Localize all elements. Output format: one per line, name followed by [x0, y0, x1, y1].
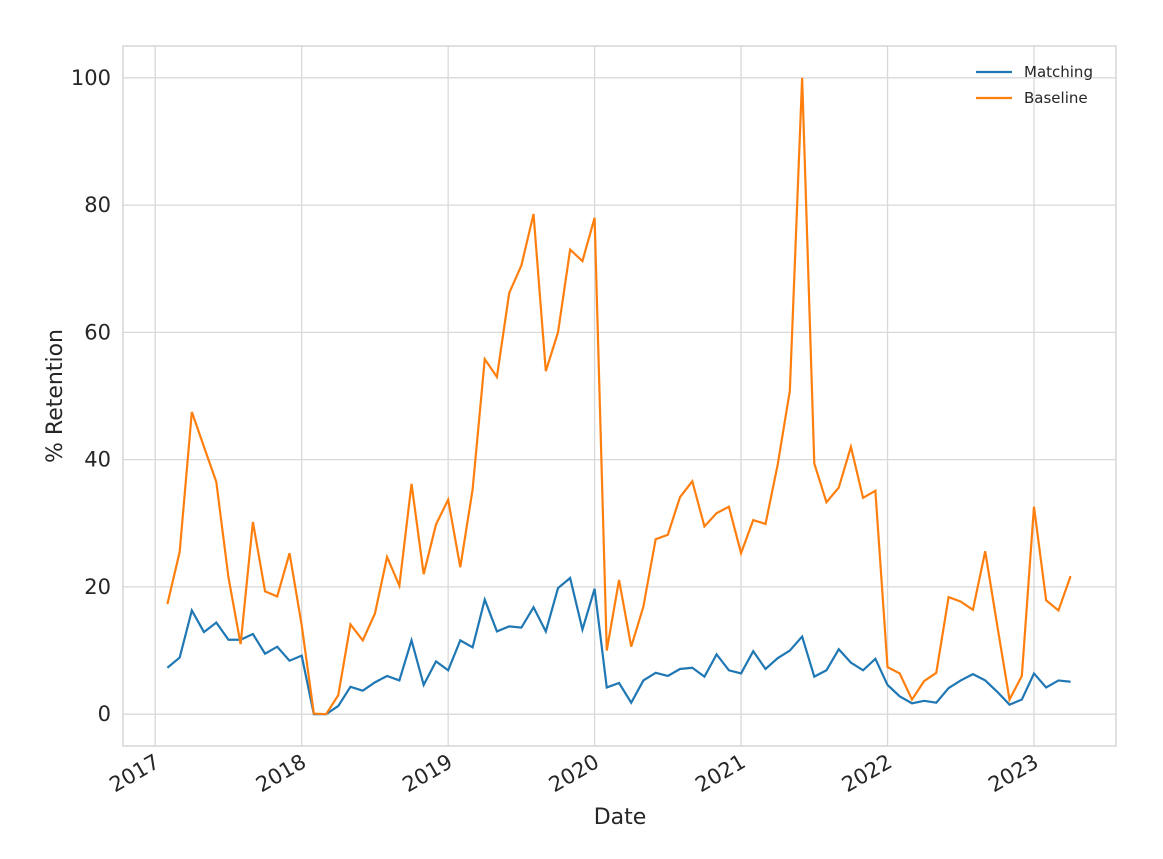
y-tick-label: 0 — [98, 702, 111, 726]
x-tick-label: 2017 — [105, 750, 163, 798]
plot-frame — [122, 45, 1117, 747]
x-tick-label: 2018 — [252, 750, 310, 798]
x-tick-label: 2019 — [398, 750, 456, 798]
y-tick-label: 20 — [84, 575, 111, 599]
x-tick-label: 2023 — [984, 750, 1042, 798]
x-tick-label: 2021 — [691, 750, 749, 798]
x-tick-label: 2020 — [545, 750, 603, 798]
x-tick-label: 2022 — [838, 750, 896, 798]
data-line — [166, 77, 1072, 716]
legend-label: Matching — [1024, 63, 1093, 81]
y-tick-label: 60 — [84, 320, 111, 344]
y-tick-label: 80 — [84, 193, 111, 217]
y-tick-label: 100 — [71, 66, 111, 90]
y-axis-label: % Retention — [43, 329, 68, 463]
y-tick-label: 40 — [84, 448, 111, 472]
data-line — [166, 576, 1071, 716]
legend-label: Baseline — [1024, 89, 1088, 107]
x-axis-label: Date — [594, 805, 647, 830]
